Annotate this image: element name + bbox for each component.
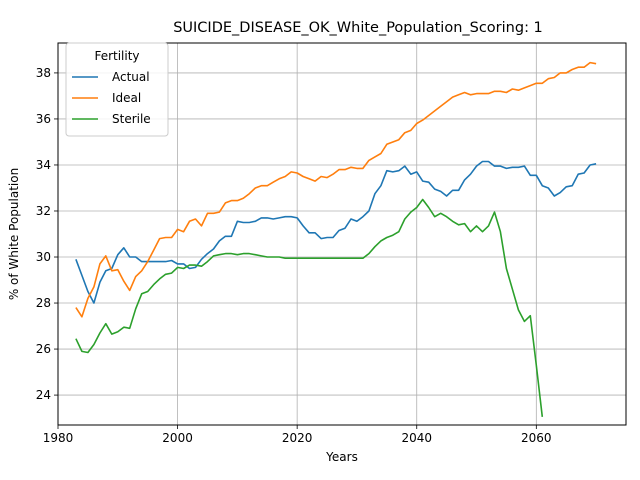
chart-title: SUICIDE_DISEASE_OK_White_Population_Scor… bbox=[173, 20, 543, 36]
legend-title: Fertility bbox=[94, 49, 139, 63]
legend-box bbox=[65, 42, 169, 137]
x-tick-label: 2000 bbox=[162, 431, 193, 445]
y-axis-label: % of White Population bbox=[7, 168, 21, 300]
series-line-ideal bbox=[75, 61, 597, 318]
y-axis-ticks: 24 26 28 30 32 34 36 38 bbox=[36, 66, 58, 402]
y-tick-label: 38 bbox=[36, 66, 51, 80]
legend-label-sterile: Sterile bbox=[112, 112, 151, 126]
y-tick-label: 26 bbox=[36, 342, 51, 356]
y-tick-label: 34 bbox=[36, 158, 51, 172]
x-tick-label: 1980 bbox=[43, 431, 74, 445]
y-tick-label: 24 bbox=[36, 388, 51, 402]
y-tick-label: 36 bbox=[36, 112, 51, 126]
x-axis-label: Years bbox=[325, 450, 358, 464]
series-line-sterile bbox=[75, 198, 544, 417]
series-lines bbox=[75, 61, 597, 417]
y-tick-label: 28 bbox=[36, 296, 51, 310]
series-line-actual bbox=[75, 160, 597, 304]
y-tick-label: 30 bbox=[36, 250, 51, 264]
plot-frame bbox=[57, 42, 627, 426]
x-tick-label: 2020 bbox=[282, 431, 313, 445]
legend-items: Actual Ideal Sterile bbox=[72, 70, 151, 126]
x-tick-label: 2040 bbox=[401, 431, 432, 445]
x-tick-label: 2060 bbox=[521, 431, 552, 445]
legend-label-ideal: Ideal bbox=[112, 91, 141, 105]
y-tick-label: 32 bbox=[36, 204, 51, 218]
legend-label-actual: Actual bbox=[112, 70, 150, 84]
x-axis-ticks: 1980 2000 2020 2040 2060 bbox=[43, 425, 552, 445]
legend: Fertility Actual Ideal Sterile bbox=[65, 42, 169, 137]
grid-lines bbox=[57, 43, 626, 425]
